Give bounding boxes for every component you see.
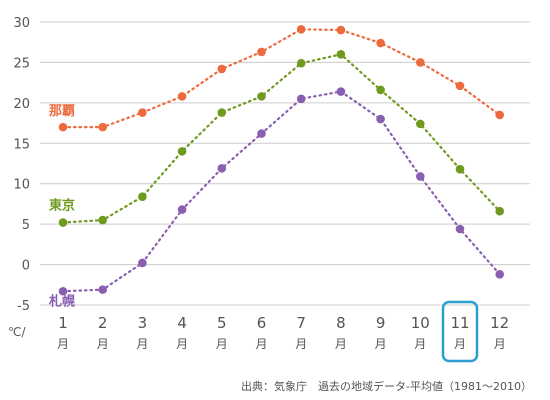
data-point — [495, 269, 505, 279]
data-point — [376, 85, 385, 95]
x-tick-number: 7 — [296, 314, 306, 332]
data-point — [217, 164, 227, 173]
x-tick-number: 2 — [98, 314, 108, 332]
y-tick-label: 30 — [13, 16, 30, 31]
data-point — [296, 24, 306, 34]
x-tick-suffix: 月 — [375, 337, 387, 351]
series-line — [61, 90, 501, 293]
series-2 — [58, 87, 505, 296]
x-tick-suffix: 月 — [97, 337, 109, 351]
data-point — [217, 108, 227, 117]
x-tick-suffix: 月 — [454, 337, 466, 351]
x-tick-suffix: 月 — [57, 337, 69, 351]
x-axis-ticks: 1 月 2 月 3 月 4 月 5 月 6 月 7 月 8 月 9 月 10 月 11 月 12 月 — [57, 314, 509, 351]
data-point — [58, 122, 68, 132]
x-tick-suffix: 月 — [494, 337, 506, 351]
x-tick-number: 3 — [138, 314, 148, 332]
data-point — [336, 25, 346, 35]
x-tick-number: 4 — [177, 314, 187, 332]
series-label: 那覇 — [49, 104, 75, 119]
y-axis-ticks: -5 0 5 10 15 20 25 30 — [13, 16, 30, 314]
x-tick-number: 6 — [257, 314, 267, 332]
x-tick-number: 9 — [376, 314, 386, 332]
highlight-box — [441, 300, 479, 363]
data-point — [177, 147, 187, 156]
x-tick-suffix: 月 — [176, 337, 188, 351]
data-point — [376, 38, 385, 48]
y-tick-label: 0 — [22, 259, 30, 274]
data-point — [98, 285, 107, 294]
x-tick-number: 10 — [411, 314, 430, 332]
data-point — [138, 108, 147, 117]
x-tick-number: 11 — [450, 314, 469, 332]
data-point — [257, 92, 266, 101]
grid-lines — [40, 21, 530, 306]
data-point — [257, 129, 266, 138]
x-tick-suffix: 月 — [136, 337, 148, 351]
x-tick-number: 1 — [58, 314, 68, 332]
data-point — [416, 119, 425, 129]
data-point — [455, 164, 465, 174]
x-tick-suffix: 月 — [295, 337, 307, 351]
x-tick-suffix: 月 — [414, 337, 426, 351]
y-axis-unit: ℃/ — [8, 325, 26, 339]
data-point — [296, 58, 306, 68]
series-label: 東京 — [49, 198, 75, 214]
y-tick-label: 20 — [13, 97, 30, 112]
y-tick-label: 15 — [13, 137, 30, 152]
x-tick-suffix: 月 — [255, 337, 267, 351]
x-tick-suffix: 月 — [216, 337, 228, 351]
x-tick-number: 12 — [490, 314, 509, 332]
y-tick-label: 25 — [13, 56, 30, 71]
data-point — [98, 215, 107, 225]
x-tick-suffix: 月 — [335, 337, 347, 351]
data-point — [416, 58, 425, 67]
x-tick-number: 5 — [217, 314, 227, 332]
data-point — [495, 206, 505, 216]
data-point — [455, 224, 465, 234]
data-point — [58, 286, 68, 296]
series-0 — [58, 24, 505, 132]
data-point — [138, 192, 147, 201]
series-label: 札幌 — [48, 293, 75, 309]
data-point — [177, 205, 187, 214]
series-1 — [58, 50, 505, 227]
data-point — [495, 110, 505, 120]
y-tick-label: 5 — [22, 218, 30, 233]
data-point — [376, 114, 385, 124]
data-point — [296, 94, 306, 104]
data-point — [336, 50, 346, 59]
data-point — [257, 47, 266, 57]
data-point — [138, 258, 147, 268]
data-point — [336, 87, 346, 96]
data-point — [98, 122, 107, 132]
y-tick-label: -5 — [17, 299, 30, 314]
series-line — [61, 53, 501, 224]
source-note: 出典：気象庁 過去の地域データ-平均値（1981～2010） — [241, 379, 532, 393]
data-point — [58, 218, 68, 227]
data-point — [177, 92, 187, 101]
series-group — [58, 24, 505, 296]
data-point — [217, 64, 227, 74]
y-tick-label: 10 — [13, 178, 30, 193]
data-point — [455, 81, 465, 91]
x-tick-number: 8 — [336, 314, 346, 332]
data-point — [416, 172, 425, 181]
series-line — [61, 28, 501, 129]
